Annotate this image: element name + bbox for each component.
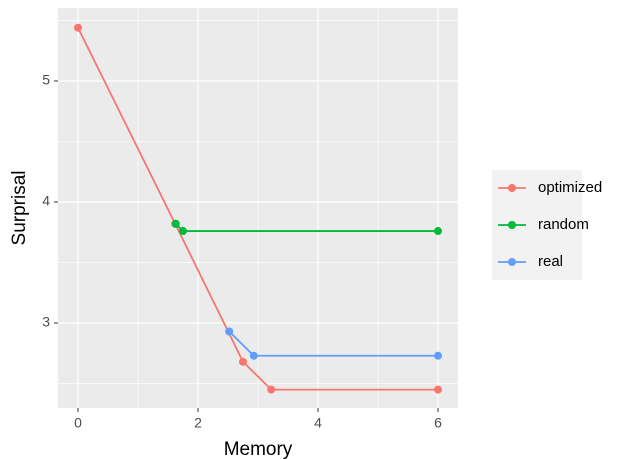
y-axis-title: Surprisal xyxy=(9,171,30,246)
legend-label: real xyxy=(538,253,563,270)
data-point xyxy=(267,385,276,394)
data-point xyxy=(434,227,443,236)
data-point xyxy=(249,351,258,360)
y-tick-label: 5 xyxy=(42,72,50,88)
x-tick-label: 2 xyxy=(194,415,202,431)
data-point xyxy=(178,227,187,236)
data-point xyxy=(434,351,443,360)
x-tick-label: 4 xyxy=(314,415,322,431)
legend-key-point xyxy=(508,184,516,192)
y-tick-label: 4 xyxy=(42,193,50,209)
x-tick-label: 6 xyxy=(434,415,442,431)
data-point xyxy=(73,23,82,32)
legend-key-point xyxy=(508,258,516,266)
legend-key-point xyxy=(508,221,516,229)
legend-label: random xyxy=(538,216,589,233)
x-axis-title: Memory xyxy=(224,439,293,459)
data-point xyxy=(225,327,234,336)
data-point xyxy=(171,219,180,228)
data-point xyxy=(434,385,443,394)
x-tick-label: 0 xyxy=(74,415,82,431)
y-tick-label: 3 xyxy=(42,314,50,330)
legend-label: optimized xyxy=(538,179,602,196)
data-point xyxy=(238,357,247,366)
